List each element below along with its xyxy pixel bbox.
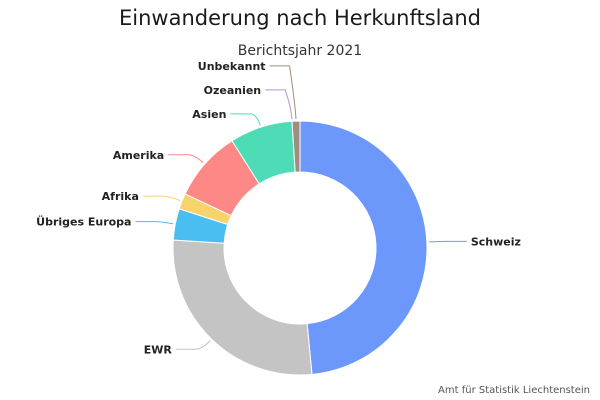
label-afrika: Afrika: [102, 190, 139, 203]
slice-schweiz: [299, 120, 428, 375]
leader-unbekannt: [269, 65, 297, 120]
leader-asien: [230, 113, 261, 126]
label-schweiz: Schweiz: [471, 235, 521, 248]
slice-labels: Schweiz Unbekannt Ozeanien Asien Amerika Afri…: [36, 60, 521, 356]
label-ozeanien: Ozeanien: [204, 84, 262, 97]
leader-ozeanien: [265, 89, 293, 120]
label-asien: Asien: [192, 108, 226, 121]
leader-afrika: [142, 195, 181, 201]
leader-ewr: [175, 340, 211, 350]
leader-lines: [135, 65, 467, 350]
leader-ubriges-europa: [135, 221, 174, 225]
source-credit: Amt für Statistik Liechtenstein: [438, 385, 590, 396]
label-ubriges-europa: Übriges Europa: [36, 215, 131, 229]
slice-ewr: [172, 239, 313, 376]
label-ewr: EWR: [144, 343, 173, 356]
chart-subtitle: Berichtsjahr 2021: [237, 43, 363, 59]
donut-slices: [172, 120, 428, 376]
leader-amerika: [168, 154, 204, 164]
slice-unbekannt: [291, 120, 301, 173]
label-amerika: Amerika: [113, 149, 164, 162]
label-unbekannt: Unbekannt: [198, 60, 266, 73]
leader-schweiz: [428, 240, 467, 243]
chart-title: Einwanderung nach Herkunftsland: [118, 6, 481, 30]
